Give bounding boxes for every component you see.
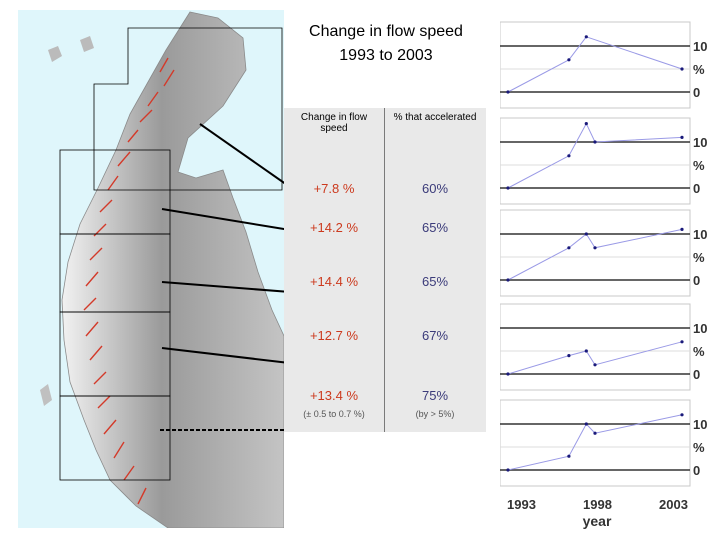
flow-speed-charts: 10% 0 10% 0 10% 0 10% 0 10% 0 (500, 21, 707, 487)
x-tick-1998: 1998 (583, 497, 612, 512)
chart-1-ytick-3: 0 (693, 85, 700, 100)
x-tick-2003: 2003 (659, 497, 688, 512)
chart-2-point-1 (506, 186, 510, 190)
chart-3-frame (500, 209, 691, 297)
chart-5-ytick-3: 0 (693, 463, 700, 478)
chart-4-ytick-2: % (693, 344, 705, 359)
table-row-4-accelerated: 67% (421, 328, 449, 343)
chart-3-point-5 (680, 227, 684, 231)
chart-1-series-line (507, 36, 683, 93)
chart-5-point-4 (593, 431, 597, 435)
chart-4-point-4 (593, 363, 597, 367)
chart-4-point-5 (680, 340, 684, 344)
table-note-accelerated: (by > 5%) (415, 409, 455, 419)
glacier-traces (83, 57, 175, 505)
chart-1-point-4 (680, 67, 684, 71)
table-row-3-change: +14.4 % (309, 274, 359, 289)
table-row-1-change: +7.8 % (313, 181, 355, 196)
chart-3-ytick-2: % (693, 250, 705, 265)
chart-2-point-2 (567, 154, 571, 158)
chart-1-point-1 (506, 90, 510, 94)
chart-3-ytick-1: 10 (693, 227, 707, 242)
chart-3-point-4 (593, 246, 597, 250)
chart-2-ytick-1: 10 (693, 135, 707, 150)
table-row-5-change: +13.4 % (309, 388, 359, 403)
chart-5-point-2 (567, 454, 571, 458)
table-row-4-change: +12.7 % (309, 328, 359, 343)
island-small (48, 46, 62, 62)
table-header-accelerated: % that accelerated (393, 112, 477, 123)
table-row-3-accelerated: 65% (421, 274, 449, 289)
chart-title-line-1: Change in flow speed (309, 23, 463, 40)
chart-5-ytick-1: 10 (693, 417, 707, 432)
chart-3-point-1 (506, 278, 510, 282)
chart-4-ytick-1: 10 (693, 321, 707, 336)
region-boxes (59, 27, 283, 481)
chart-5-frame (500, 399, 691, 487)
chart-2-point-4 (593, 140, 597, 144)
chart-5-point-5 (680, 413, 684, 417)
peninsula-land (61, 11, 284, 528)
antarctic-peninsula-map (18, 10, 284, 528)
chart-2-point-3 (584, 122, 588, 126)
chart-1-point-2 (567, 58, 571, 62)
chart-4-ytick-3: 0 (693, 367, 700, 382)
chart-2-frame (500, 117, 691, 205)
results-table (284, 108, 486, 432)
table-note-change: (± 0.5 to 0.7 %) (303, 409, 365, 419)
x-tick-1993: 1993 (507, 497, 536, 512)
chart-4-point-1 (506, 372, 510, 376)
table-row-1-accelerated: 60% (421, 181, 449, 196)
chart-1-frame (500, 21, 691, 109)
chart-2-ytick-3: 0 (693, 181, 700, 196)
chart-2-point-5 (680, 135, 684, 139)
chart-3-ytick-3: 0 (693, 273, 700, 288)
chart-2-ytick-2: % (693, 158, 705, 173)
chart-1-point-3 (584, 35, 588, 39)
chart-1-ytick-2: % (693, 62, 705, 77)
table-header-change: Change in flow speed (300, 112, 368, 134)
table-row-2-change: +14.2 % (309, 220, 359, 235)
island-small-3 (40, 384, 52, 406)
chart-3-point-2 (567, 246, 571, 250)
chart-4-frame (500, 303, 691, 391)
chart-4-point-3 (584, 349, 588, 353)
table-column-divider (384, 108, 385, 432)
table-row-2-accelerated: 65% (421, 220, 449, 235)
chart-title-line-2: 1993 to 2003 (339, 47, 433, 64)
chart-1-ytick-1: 10 (693, 39, 707, 54)
x-axis-label: year (582, 513, 612, 529)
chart-5-point-1 (506, 468, 510, 472)
x-axis-box (494, 494, 702, 520)
chart-title: Change in flow speed 1993 to 2003 (284, 20, 488, 68)
chart-3-point-3 (584, 232, 588, 236)
chart-4-point-2 (567, 354, 571, 358)
table-row-5-accelerated: 75% (421, 388, 449, 403)
chart-5-point-3 (584, 422, 588, 426)
chart-5-ytick-2: % (693, 440, 705, 455)
island-small-2 (80, 36, 94, 52)
